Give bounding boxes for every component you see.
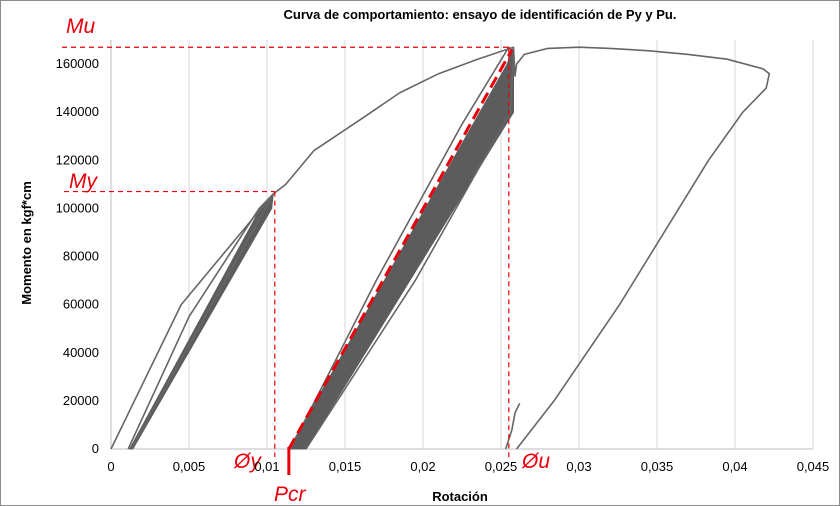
- y-tick-labels: 0 20000 40000 60000 80000 100000 120000 140000 1…: [56, 56, 99, 456]
- y-axis-label: Momento en kgf*cm: [19, 181, 34, 305]
- x-tick-label-9: 0,045: [797, 459, 830, 474]
- y-tick-label-5: 100000: [56, 200, 99, 215]
- series-line-2: [127, 193, 275, 450]
- pcr-label: Pcr: [274, 483, 307, 506]
- phi-y-label: Øy: [233, 450, 262, 473]
- y-tick-label-3: 60000: [63, 297, 99, 312]
- y-tick-label-8: 160000: [56, 56, 99, 71]
- y-tick-label-4: 80000: [63, 249, 99, 264]
- axes: [110, 40, 813, 450]
- hysteresis-band-2: [287, 47, 514, 450]
- y-tick-label-2: 40000: [63, 345, 99, 360]
- series-line-4: [504, 402, 521, 450]
- y-tick-label-6: 120000: [56, 152, 99, 167]
- pcr-to-mu-dashed-line: [287, 48, 514, 450]
- x-tick-label-0: 0: [107, 459, 114, 474]
- my-label: My: [69, 170, 98, 193]
- x-tick-label-6: 0,03: [566, 459, 591, 474]
- y-tick-label-0: 0: [92, 441, 99, 456]
- x-tick-label-8: 0,04: [722, 459, 747, 474]
- x-tick-label-4: 0,02: [410, 459, 435, 474]
- annotations: Mu My Øy Øu Pcr: [62, 15, 550, 506]
- x-tick-label-5: 0,025: [485, 459, 518, 474]
- x-tick-label-7: 0,035: [641, 459, 674, 474]
- x-axis-label: Rotación: [432, 489, 488, 504]
- chart-title: Curva de comportamiento: ensayo de ident…: [284, 7, 677, 22]
- mu-label: Mu: [66, 15, 95, 38]
- series-lines: [110, 46, 771, 450]
- y-tick-label-1: 20000: [63, 393, 99, 408]
- phi-u-label: Øu: [521, 450, 550, 473]
- x-tick-label-1: 0,005: [173, 459, 206, 474]
- x-tick-label-3: 0,015: [329, 459, 362, 474]
- series-line-1: [110, 46, 771, 450]
- x-tick-labels: 0 0,005 0,01 0,015 0,02 0,025 0,03 0,035 0,04 0,0…: [107, 459, 829, 474]
- x-tick-label-2: 0,01: [254, 459, 279, 474]
- y-tick-label-7: 140000: [56, 104, 99, 119]
